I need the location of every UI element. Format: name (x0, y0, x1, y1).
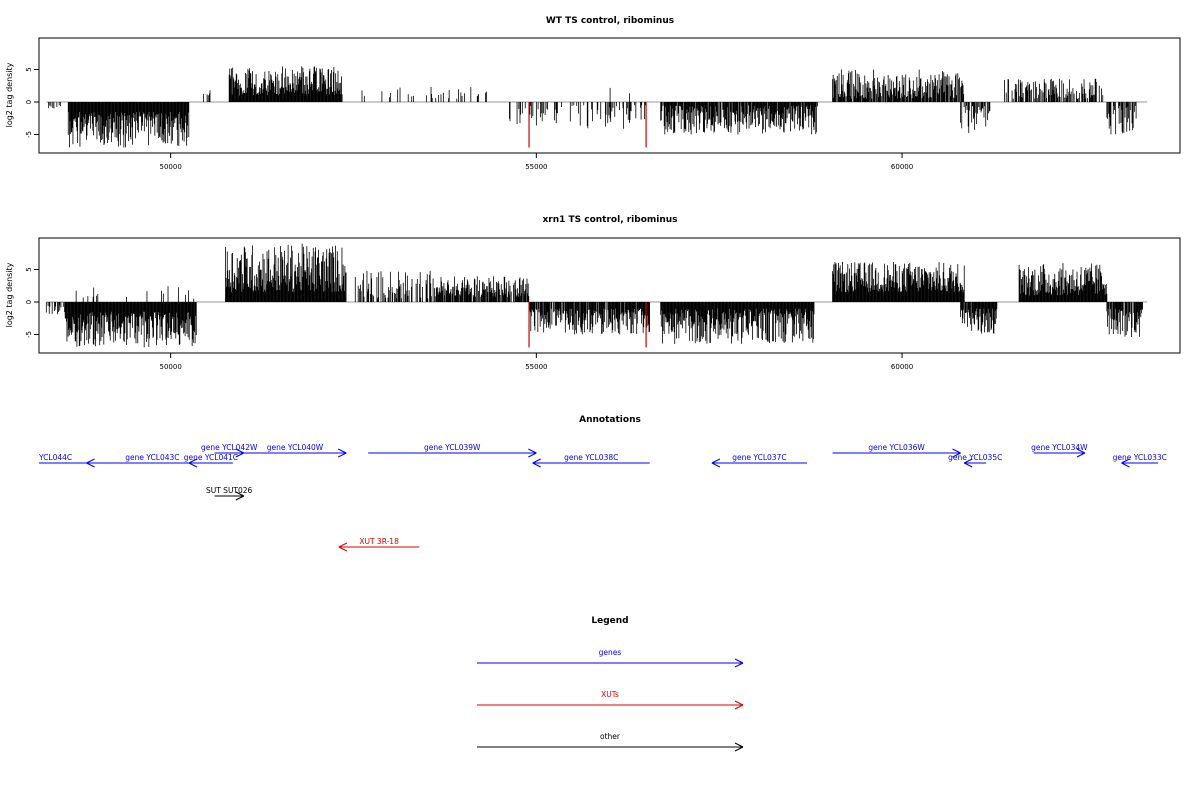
y-tick-label: 0 (25, 300, 33, 304)
plot-frame (38, 37, 1181, 154)
x-tick-label: 55000 (525, 363, 547, 371)
annotation-feature: gene YCL035C (948, 453, 1002, 468)
x-tick-label: 50000 (160, 363, 182, 371)
feature-label: gene YCL039W (424, 443, 481, 452)
annotation-feature: gene YCL038C (532, 453, 650, 468)
legend-arrow (477, 658, 744, 668)
coverage-bars (48, 66, 1137, 148)
feature-arrow (338, 542, 420, 552)
annotation-feature: gene YCL037C (711, 453, 807, 468)
panel-title: xrn1 TS control, ribominus (542, 215, 677, 225)
x-tick-label: 60000 (891, 163, 913, 171)
y-axis-label: log2 tag density (5, 262, 14, 327)
y-tick-label: 5 (25, 67, 33, 71)
legend-label: XUTs (601, 690, 619, 699)
feature-label: gene YCL038C (564, 453, 618, 462)
annotation-feature: gene YCL039W (368, 443, 537, 458)
feature-label: gene YCL043C (125, 453, 179, 462)
y-tick-label: 0 (25, 100, 33, 104)
panel-title: WT TS control, ribominus (546, 16, 674, 26)
y-tick-label: -5 (25, 131, 33, 138)
feature-label: gene YCL034W (1031, 443, 1088, 452)
legend-item: genes (477, 648, 744, 668)
legend-arrow (477, 700, 744, 710)
feature-arrow (368, 448, 537, 458)
feature-arrow (1121, 458, 1159, 468)
annotation-feature: YCL044C (38, 453, 94, 464)
coverage-panel-wt: WT TS control, ribominus log2 tag densit… (5, 16, 1181, 171)
legend-label: genes (599, 648, 622, 657)
feature-label: gene YCL041C (184, 453, 238, 462)
coverage-bars (45, 243, 1143, 348)
feature-arrow (964, 458, 987, 468)
annotation-feature: gene YCL041C (184, 453, 238, 468)
feature-label: YCL044C (38, 453, 72, 462)
y-tick-label: 5 (25, 267, 33, 271)
legend-item: other (477, 732, 744, 752)
feature-arrow (711, 458, 807, 468)
feature-arrow (243, 448, 347, 458)
feature-arrow (188, 458, 233, 468)
legend-title: Legend (591, 616, 628, 626)
x-tick-label: 60000 (891, 363, 913, 371)
x-tick-label: 55000 (525, 163, 547, 171)
feature-label: gene YCL042W (201, 443, 258, 452)
plot-frame (38, 237, 1181, 354)
feature-label: XUT 3R-18 (359, 537, 399, 546)
feature-arrow (214, 491, 245, 501)
annotation-feature: XUT 3R-18 (338, 537, 420, 552)
legend-item: XUTs (477, 690, 744, 710)
legend-label: other (600, 732, 621, 741)
y-tick-label: -5 (25, 331, 33, 338)
legend-arrow (477, 742, 744, 752)
annotation-feature: gene YCL034W (1031, 443, 1088, 458)
plot-area: -5 0 5 50000 55000 60000 (25, 237, 1181, 371)
feature-arrow (532, 458, 650, 468)
legend-items: genes XUTs other (477, 648, 744, 752)
feature-label: gene YCL040W (267, 443, 324, 452)
annotation-feature: gene YCL040W (243, 443, 347, 458)
feature-arrow (832, 448, 961, 458)
feature-arrow (1033, 448, 1086, 458)
annotation-feature: gene YCL033C (1113, 453, 1167, 468)
feature-label: gene YCL033C (1113, 453, 1167, 462)
x-tick-label: 50000 (160, 163, 182, 171)
plot-area: -5 0 5 50000 55000 60000 (25, 37, 1181, 171)
feature-arrow (214, 448, 245, 458)
annotation-feature: gene YCL036W (832, 443, 961, 458)
y-axis-label: log2 tag density (5, 62, 14, 127)
annotation-feature: SUT SUT026 (206, 486, 253, 501)
annotations-title: Annotations (579, 415, 641, 425)
annotation-feature: gene YCL042W (201, 443, 258, 458)
legend: Legend genes XUTs other (477, 616, 744, 752)
feature-label: gene YCL037C (732, 453, 786, 462)
feature-label: gene YCL035C (948, 453, 1002, 462)
annotation-track: Annotations YCL044C gene YCL043C gene YCL0… (38, 415, 1167, 552)
coverage-panel-xrn1: xrn1 TS control, ribominus log2 tag dens… (5, 215, 1181, 371)
feature-label: gene YCL036W (868, 443, 925, 452)
feature-label: SUT SUT026 (206, 486, 253, 495)
